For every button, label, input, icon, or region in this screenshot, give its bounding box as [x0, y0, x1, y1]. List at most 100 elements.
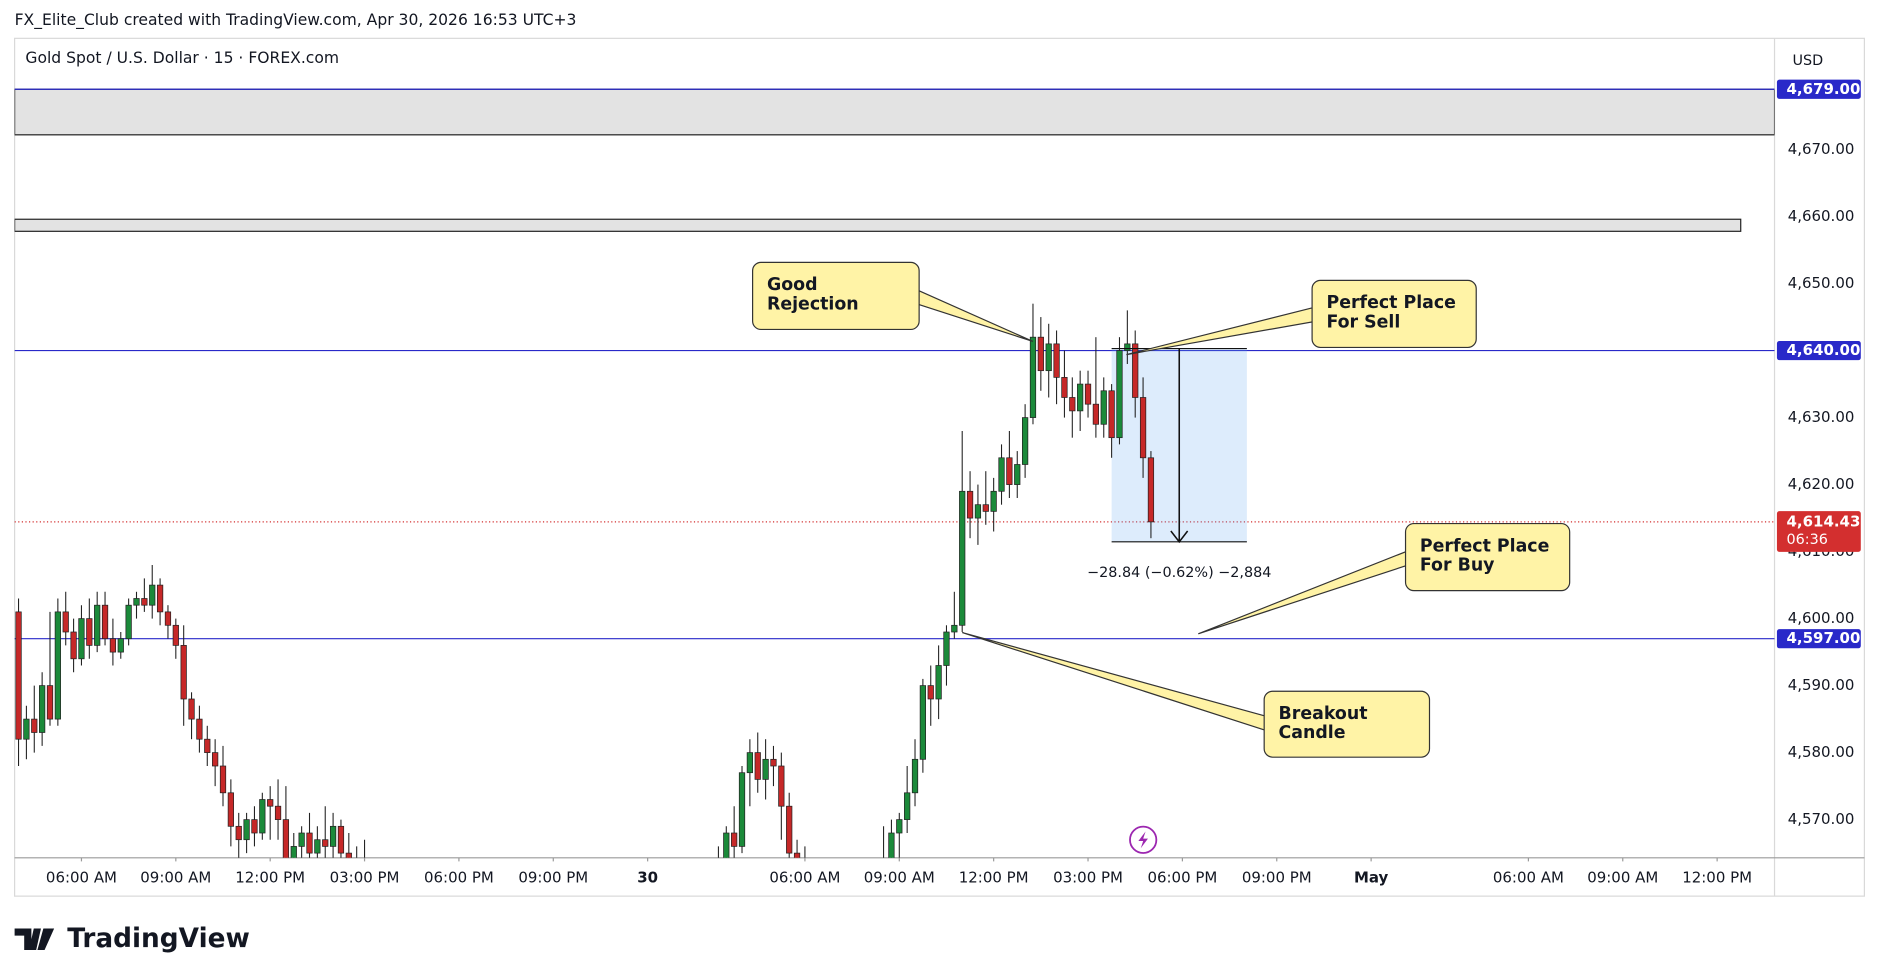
- candle-body: [243, 819, 250, 841]
- x-tick-label: 09:00 PM: [518, 869, 588, 887]
- candle-body: [1069, 397, 1076, 412]
- callout-text: Candle: [1279, 723, 1346, 743]
- candle-body: [141, 598, 148, 606]
- candle-body: [896, 819, 903, 834]
- candle-body: [1029, 336, 1037, 418]
- alert-bolt: [1138, 831, 1148, 849]
- level-tag-label: 4,640.00: [1787, 341, 1861, 359]
- candle-body: [1092, 403, 1100, 425]
- candle-body: [1021, 417, 1029, 465]
- candle-body: [770, 758, 777, 767]
- last-price-tag: [1776, 511, 1861, 552]
- candle-body: [172, 624, 179, 646]
- candle-body: [1084, 383, 1092, 405]
- candle-body: [1037, 336, 1044, 372]
- candle-body: [990, 490, 997, 512]
- candle-body: [746, 752, 753, 774]
- candle-body: [911, 758, 919, 794]
- plot-layer: 4,570.004,580.004,590.004,600.004,610.00…: [14, 79, 1861, 887]
- candle-body: [998, 457, 1005, 492]
- candle-body: [204, 738, 211, 753]
- frame: [14, 37, 1865, 897]
- candle-body: [235, 825, 242, 841]
- candle-body: [290, 846, 297, 858]
- y-tick-label: 4,670.00: [1788, 140, 1855, 158]
- candle-body: [227, 792, 234, 827]
- candle-body: [274, 805, 282, 820]
- credit: FX_Elite_Club created with TradingView.c…: [15, 11, 577, 30]
- x-tick-label: 06:00 PM: [424, 869, 494, 887]
- symbol-title: Gold Spot / U.S. Dollar · 15 · FOREX.com: [25, 49, 339, 67]
- last-price-label: 4,614.43: [1787, 512, 1861, 530]
- candle-body: [101, 604, 109, 640]
- candle-body: [219, 765, 227, 794]
- candle-body: [762, 758, 769, 780]
- candle-body: [196, 718, 203, 740]
- candle-body: [251, 819, 258, 834]
- x-tick-label: 03:00 PM: [1053, 869, 1123, 887]
- zone: [14, 218, 1742, 232]
- x-tick-label: 06:00 PM: [1147, 869, 1217, 887]
- countdown: 06:36: [1787, 532, 1828, 548]
- candle-body: [793, 852, 801, 858]
- x-tick-label: 06:00 AM: [1493, 869, 1564, 887]
- x-tick-label: May: [1354, 869, 1389, 887]
- callout-text: Good: [767, 275, 818, 295]
- candle-body: [109, 638, 117, 653]
- candle-body: [94, 604, 101, 646]
- currency: USD: [1793, 53, 1824, 69]
- candle-body: [904, 792, 911, 820]
- zone: [14, 88, 1775, 136]
- x-tick-label: 12:00 PM: [959, 869, 1029, 887]
- x-tick-label: 09:00 AM: [140, 869, 211, 887]
- candle-body: [15, 611, 22, 740]
- level-tag-label: 4,597.00: [1787, 629, 1861, 647]
- callout-text: For Sell: [1326, 312, 1400, 332]
- candle-body: [778, 765, 785, 807]
- candle-body: [125, 604, 132, 640]
- y-tick-label: 4,650.00: [1788, 274, 1855, 292]
- callout-box: [752, 261, 920, 331]
- candle-body: [959, 490, 966, 626]
- candle-body: [1077, 383, 1084, 412]
- candle-body: [786, 805, 793, 854]
- candle-body: [86, 618, 93, 646]
- y-tick-label: 4,580.00: [1788, 743, 1855, 761]
- candle-body: [322, 839, 329, 847]
- candle-body: [212, 752, 219, 767]
- logo-mark: [14, 928, 55, 951]
- candle-body: [149, 584, 156, 606]
- candle-body: [39, 685, 46, 733]
- plot-area: [14, 88, 1775, 858]
- candle-body: [298, 832, 305, 847]
- callout-box: [1311, 279, 1477, 349]
- candle-body: [180, 645, 187, 700]
- candle-body: [888, 832, 895, 858]
- candle-body: [982, 504, 989, 512]
- candle-body: [1139, 397, 1147, 459]
- candle-body: [23, 718, 30, 740]
- candle-body: [329, 825, 337, 847]
- candle-body: [731, 832, 738, 847]
- level-tag: [1776, 79, 1861, 99]
- candle-body: [78, 618, 85, 660]
- measure-label: −28.84 (−0.62%) −2,884: [1087, 565, 1271, 581]
- candle-body: [62, 611, 69, 633]
- y-tick-label: 4,660.00: [1788, 207, 1855, 225]
- candle-body: [1147, 457, 1155, 523]
- candle-body: [935, 665, 942, 700]
- y-tick-label: 4,630.00: [1788, 408, 1855, 426]
- x-tick-label: 09:00 AM: [864, 869, 935, 887]
- y-tick-label: 4,570.00: [1788, 810, 1855, 828]
- callout-text: Perfect Place: [1326, 293, 1455, 313]
- candle-body: [974, 504, 982, 519]
- candle-body: [267, 799, 274, 807]
- candle-body: [1006, 457, 1013, 485]
- candle-body: [966, 490, 974, 519]
- candle-body: [1124, 343, 1131, 351]
- candle-body: [919, 685, 926, 760]
- candle-body: [164, 611, 172, 626]
- x-tick-label: 30: [637, 869, 658, 887]
